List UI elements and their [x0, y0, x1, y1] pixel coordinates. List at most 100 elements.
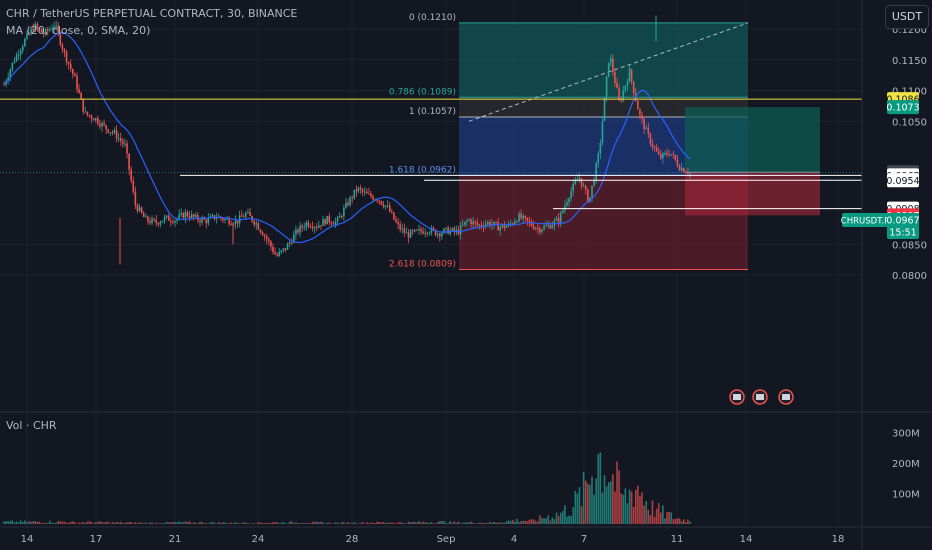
- volume-bar: [660, 512, 662, 524]
- candle-body: [126, 143, 128, 154]
- candle-body: [247, 211, 249, 213]
- volume-bar: [630, 491, 633, 524]
- volume-bar: [507, 520, 510, 524]
- candle-body: [153, 218, 155, 220]
- candle-body: [553, 220, 556, 226]
- volume-bar: [80, 522, 82, 524]
- candle-body: [161, 220, 164, 223]
- candle-body: [55, 25, 57, 27]
- candle-body: [522, 215, 524, 219]
- candle-body: [105, 125, 107, 130]
- volume-bar: [685, 522, 687, 524]
- candle-body: [420, 229, 422, 232]
- volume-legend[interactable]: Vol · CHR: [6, 419, 57, 432]
- candle-body: [142, 212, 145, 218]
- volume-bar: [382, 521, 385, 524]
- volume-bar: [472, 522, 474, 524]
- candle-body: [607, 62, 610, 77]
- drawing-zones[interactable]: [459, 22, 820, 270]
- volume-bar: [530, 519, 533, 524]
- candle-body: [170, 220, 172, 222]
- candle-body: [163, 217, 166, 221]
- volume-bar: [240, 523, 243, 524]
- candle-body: [384, 205, 387, 207]
- volume-bar: [130, 521, 132, 524]
- candle-body: [293, 234, 295, 243]
- candle-body: [601, 121, 604, 143]
- volume-bar: [313, 521, 316, 524]
- candle-body: [274, 252, 276, 255]
- volume-bar: [441, 520, 443, 524]
- volume-bar: [99, 521, 101, 524]
- volume-bar: [17, 522, 20, 524]
- candle-body: [347, 202, 349, 206]
- volume-bar: [159, 523, 162, 524]
- volume-bar: [334, 522, 337, 524]
- candle-body: [363, 191, 366, 193]
- volume-bar: [628, 489, 631, 524]
- volume-bar: [65, 522, 68, 524]
- volume-bar: [678, 518, 681, 524]
- volume-axis-tick: 100M: [892, 490, 920, 501]
- volume-bar: [5, 521, 7, 524]
- time-axis-tick: 21: [169, 534, 182, 545]
- time-axis[interactable]: 14 17 21 24 28 Sep 4 7 11 14 18: [21, 534, 845, 545]
- volume-bar: [109, 523, 112, 524]
- candle-body: [499, 227, 502, 231]
- alert-icons[interactable]: [729, 389, 794, 405]
- time-axis-tick: 24: [252, 534, 265, 545]
- symbol-legend[interactable]: CHR / TetherUS PERPETUAL CONTRACT, 30, B…: [6, 7, 298, 20]
- candle-body: [551, 225, 554, 229]
- candle-body: [311, 226, 314, 229]
- volume-bar: [97, 521, 99, 524]
- ma-line: [3, 32, 691, 244]
- volume-bar: [124, 522, 126, 524]
- volume-bar: [374, 523, 376, 524]
- volume-bar: [397, 522, 399, 524]
- candle-body: [315, 227, 318, 229]
- candle-body: [255, 223, 258, 225]
- candle-body: [605, 76, 608, 98]
- candle-body: [92, 118, 95, 121]
- volume-bar: [282, 521, 285, 524]
- candle-body: [242, 216, 245, 218]
- currency-button[interactable]: USDT: [885, 5, 929, 29]
- volume-bar: [438, 520, 441, 524]
- volume-bar: [226, 523, 228, 524]
- ma-legend[interactable]: MA (20, close, 0, SMA, 20): [6, 24, 151, 37]
- volume-bar: [272, 522, 274, 524]
- candle-body: [416, 229, 418, 231]
- candle-body: [534, 228, 537, 230]
- volume-bar: [90, 522, 93, 524]
- candle-body: [176, 218, 178, 221]
- alert-icon[interactable]: [729, 389, 745, 405]
- volume-axis: 300M 200M 100M: [892, 429, 920, 501]
- volume-bar: [188, 521, 191, 524]
- volume-bar: [405, 523, 408, 524]
- volume-bar: [184, 521, 187, 524]
- volume-bar: [94, 522, 97, 524]
- volume-bar: [370, 522, 372, 524]
- candle-body: [599, 142, 602, 154]
- candle-body: [655, 147, 658, 152]
- volume-bar: [570, 515, 572, 524]
- volume-bar: [59, 521, 62, 524]
- volume-bar: [647, 509, 650, 524]
- candles: [3, 15, 691, 265]
- candle-body: [618, 88, 620, 100]
- price-axis[interactable]: 0.1200 0.1150 0.1100 0.1050 0.0850 0.0800: [892, 25, 927, 282]
- candle-body: [309, 226, 312, 228]
- alert-icon[interactable]: [778, 389, 794, 405]
- candle-body: [88, 115, 91, 117]
- volume-bar: [115, 521, 118, 524]
- volume-bar: [122, 523, 124, 524]
- horizontal-lines[interactable]: [0, 98, 862, 210]
- candle-body: [666, 153, 668, 155]
- candle-body: [584, 185, 587, 190]
- volume-bar: [524, 520, 527, 524]
- time-axis-tick: 7: [581, 534, 587, 545]
- alert-icon[interactable]: [752, 389, 768, 405]
- candle-body: [303, 227, 306, 229]
- volume-bar: [372, 522, 374, 524]
